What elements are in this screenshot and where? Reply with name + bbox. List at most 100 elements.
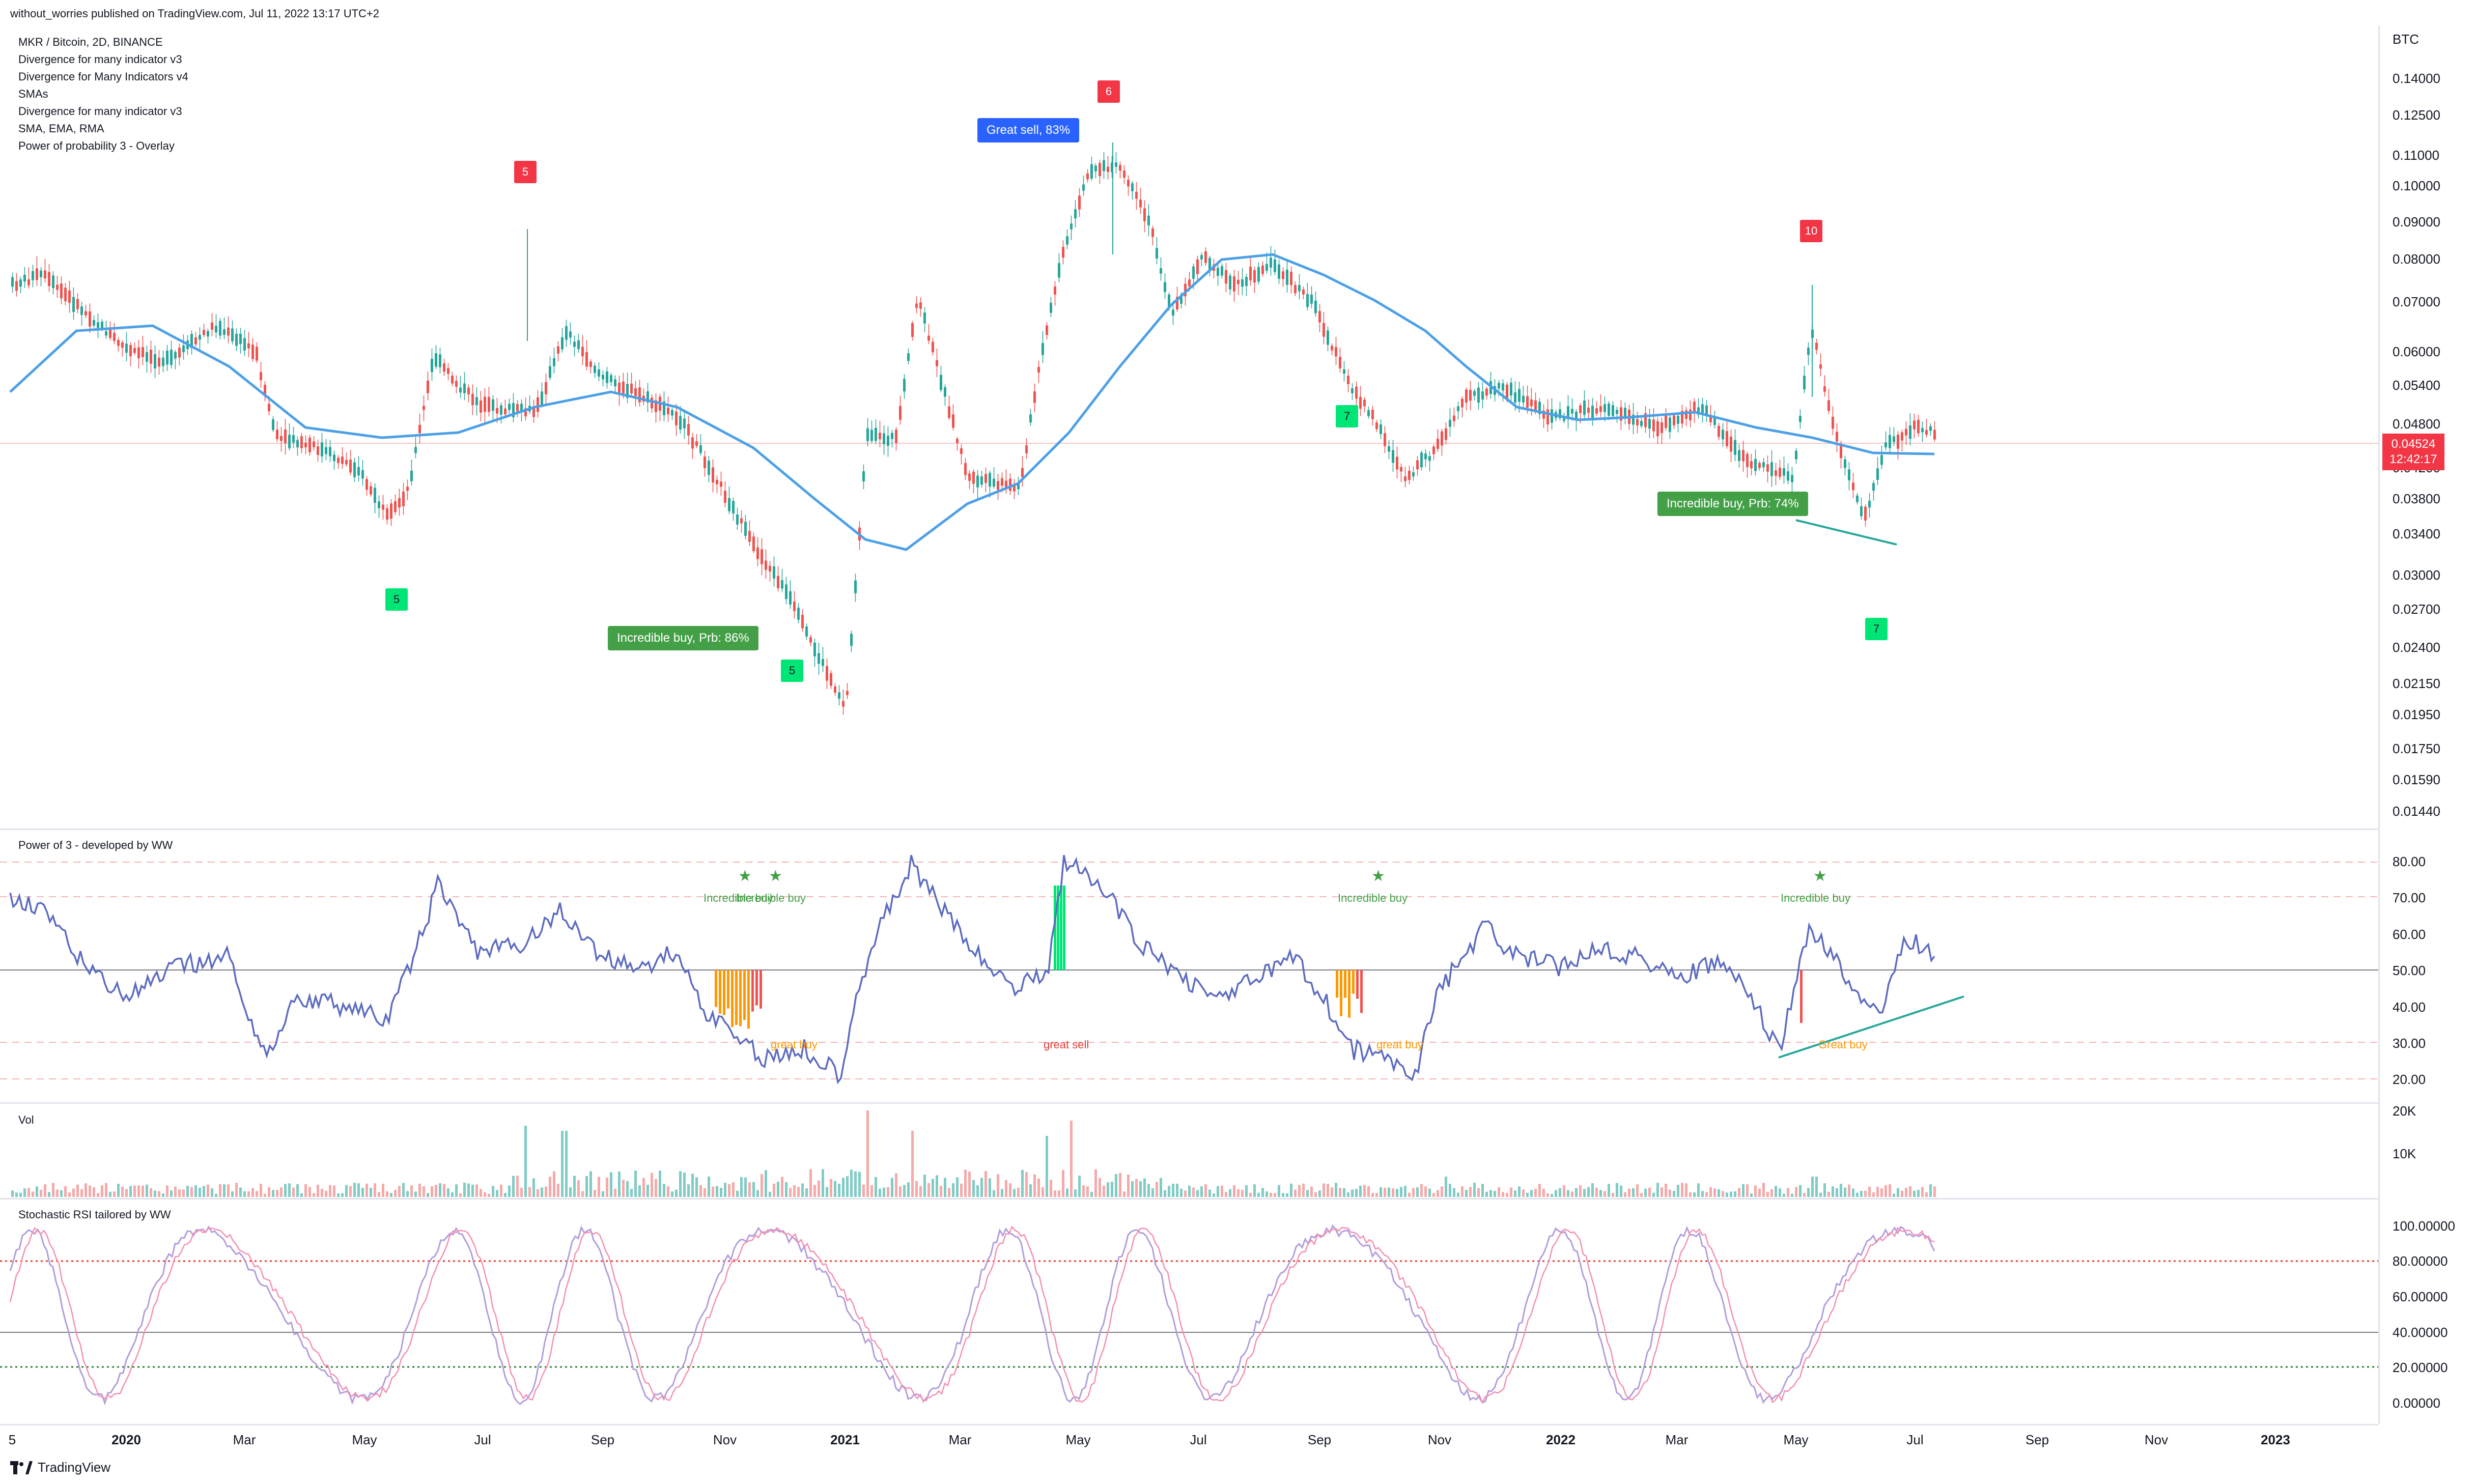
volume-bar [630,1188,633,1197]
candle-body [834,686,836,693]
pane-divider[interactable] [0,1198,2378,1200]
legend-symbol[interactable]: MKR / Bitcoin, 2D, BINANCE [18,36,163,48]
candle-body [1009,478,1011,491]
volume-bar [1278,1185,1280,1197]
candle-body [1200,255,1203,260]
volume-bar [296,1184,299,1197]
bottom-count-marker[interactable]: 5 [385,588,408,611]
volume-bar [883,1187,885,1197]
candle-body [919,302,922,309]
candle-body [203,330,205,335]
volume-bar [1310,1186,1313,1197]
incredible-buy-label[interactable]: Incredible buy, Prb: 74% [1657,492,1808,516]
time-tick: May [352,1432,377,1447]
legend-indicator[interactable]: Divergence for many indicator v3 [18,105,182,118]
volume-bar [1933,1186,1936,1197]
candle-body [345,460,348,465]
tradingview-logo[interactable]: TradingView [10,1460,110,1475]
candle-body [862,471,865,481]
volume-bar [1689,1192,1692,1197]
candle-body [471,393,474,406]
candle-body [1718,425,1720,437]
volume-bar [313,1193,315,1197]
volume-bar [887,1187,889,1197]
legend-indicator[interactable]: SMAs [18,88,48,100]
bottom-count-marker[interactable]: 5 [781,660,803,682]
candle-body [1913,420,1916,430]
bottom-count-marker[interactable]: 7 [1336,405,1358,427]
price-tick: 0.01440 [2393,804,2440,819]
candle-body [606,371,608,383]
stoch-pane-title[interactable]: Stochastic RSI tailored by WW [18,1208,171,1221]
volume-bar [964,1169,967,1197]
candle-body [313,441,315,447]
volume-pane-title[interactable]: Vol [18,1114,34,1126]
legend-indicator[interactable]: Divergence for Many Indicators v4 [18,70,188,83]
volume-bar [398,1186,401,1197]
volume-bar [1730,1191,1732,1197]
candle-body [1160,268,1162,274]
candle-body [1591,406,1594,419]
candle-body [1054,287,1056,295]
volume-bar [11,1190,14,1197]
candle-body [720,481,722,487]
candle-body [813,642,816,657]
candle-body [1880,455,1883,465]
top-count-marker[interactable]: 10 [1800,220,1822,242]
candle-body [1111,162,1113,173]
volume-bar [1709,1187,1712,1197]
volume-bar [386,1191,388,1197]
volume-bar [166,1185,168,1197]
volume-bar [1282,1193,1284,1197]
volume-bar [993,1190,995,1197]
candle-body [704,456,706,468]
volume-bar [378,1192,380,1197]
candle-body [1563,416,1565,421]
volume-bar [504,1193,507,1197]
volume-bar [1770,1189,1773,1197]
candle-body [1221,266,1223,276]
volume-bar [1872,1192,1875,1197]
candle-body [455,381,458,387]
candle-body [936,360,938,366]
volume-bar [496,1190,498,1197]
incredible-buy-label[interactable]: Incredible buy, Prb: 86% [608,626,758,650]
volume-bar [1237,1189,1240,1197]
legend-indicator[interactable]: Divergence for many indicator v3 [18,53,182,66]
price-scale-border [2378,25,2380,1424]
volume-bar [891,1178,893,1197]
volume-bar [911,1131,914,1197]
pane-divider[interactable] [0,829,2378,830]
candle-body [581,347,584,357]
power-pane-title[interactable]: Power of 3 - developed by WW [18,839,173,851]
candle-body [1233,276,1235,292]
top-count-marker[interactable]: 5 [514,161,537,183]
candle-body [1884,442,1887,447]
candle-body [577,340,580,350]
volume-bar [32,1191,34,1197]
volume-bar [170,1190,173,1197]
volume-bar [251,1188,254,1197]
pane-divider[interactable] [0,1102,2378,1104]
candle-body [1538,402,1541,414]
price-tick: 0.03400 [2393,526,2440,541]
candle-body [1697,407,1700,415]
great-sell-label[interactable]: Great sell, 83% [977,118,1080,142]
candle-body [842,701,845,707]
volume-bar [1827,1191,1830,1197]
volume-bar [1571,1191,1573,1197]
power-bar [1800,970,1803,1023]
candle-body [11,277,14,287]
legend-indicator[interactable]: SMA, EMA, RMA [18,122,104,135]
top-count-marker[interactable]: 6 [1098,80,1120,103]
volume-bar [761,1174,763,1197]
power-tick: 30.00 [2393,1036,2426,1051]
legend-indicator[interactable]: Power of probability 3 - Overlay [18,139,175,152]
volume-bar [268,1187,270,1197]
bottom-count-marker[interactable]: 7 [1865,618,1888,640]
volume-bar [357,1183,360,1197]
candle-body [1661,422,1663,433]
volume-bar [89,1185,91,1197]
candle-body [1701,404,1704,415]
